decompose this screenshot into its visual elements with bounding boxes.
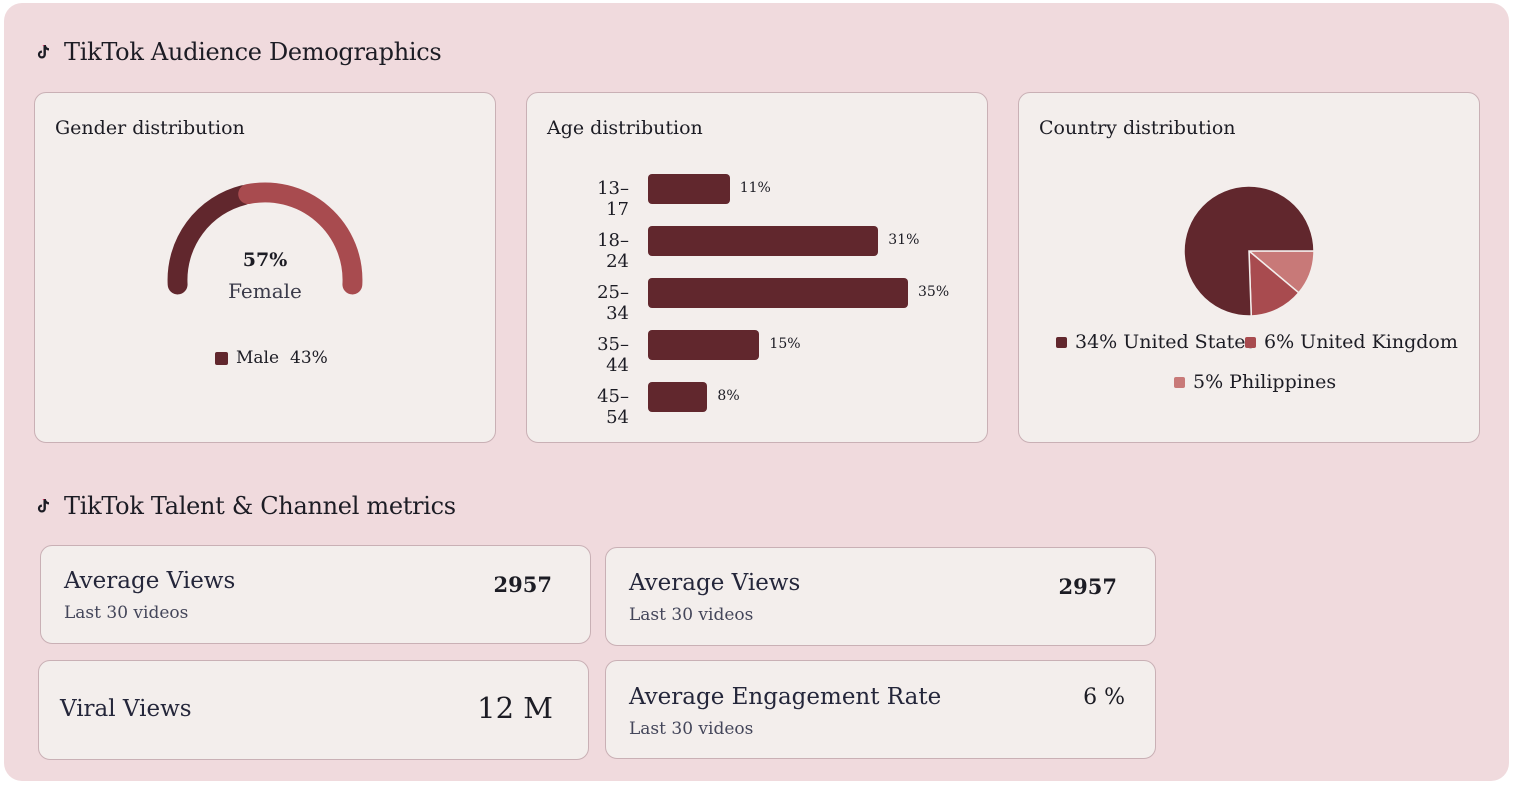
age-card: Age distribution 13–17 11% 18–24 31% 25–34 35… xyxy=(526,92,988,443)
tiktok-icon xyxy=(37,45,49,59)
age-value-label: 11% xyxy=(739,180,771,196)
metric-subtitle: Last 30 videos xyxy=(629,719,754,739)
metric-name: Average Views xyxy=(64,568,236,594)
ph-legend-swatch xyxy=(1174,376,1185,388)
age-tick-label: 25–34 xyxy=(597,282,629,324)
metric-card-engagement-rate: Average Engagement Rate Last 30 videos 6… xyxy=(605,660,1156,759)
age-value-label: 35% xyxy=(918,284,950,300)
metric-subtitle: Last 30 videos xyxy=(64,603,189,623)
us-legend-label: 34% United States xyxy=(1075,331,1256,353)
us-legend-swatch xyxy=(1056,336,1067,348)
demographics-title: TikTok Audience Demographics xyxy=(64,38,442,66)
gender-card: Gender distribution 57% Female Male 43% xyxy=(34,92,496,443)
male-legend-value: 43% xyxy=(290,348,328,368)
metrics-title: TikTok Talent & Channel metrics xyxy=(64,492,456,520)
age-tick-label: 13–17 xyxy=(597,178,629,220)
tiktok-icon xyxy=(37,499,49,513)
age-value-label: 31% xyxy=(888,232,920,248)
country-legend-uk: 6% United Kingdom xyxy=(1245,331,1458,353)
age-card-title: Age distribution xyxy=(547,117,703,139)
metric-card-average-views-2: Average Views Last 30 videos 2957 xyxy=(605,547,1156,646)
pie-slice-united-states xyxy=(1183,185,1315,317)
country-card-title: Country distribution xyxy=(1039,117,1236,139)
female-label: Female xyxy=(228,279,302,303)
age-value-label: 15% xyxy=(769,336,801,352)
metric-name: Average Views xyxy=(629,570,801,596)
metric-value: 12 M xyxy=(477,691,553,725)
country-pie-chart xyxy=(1183,185,1315,317)
demographics-header: TikTok Audience Demographics xyxy=(34,38,442,66)
ph-legend-label: 5% Philippines xyxy=(1193,371,1337,393)
gender-gauge-chart xyxy=(167,182,363,295)
metrics-header: TikTok Talent & Channel metrics xyxy=(34,492,456,520)
age-bar xyxy=(648,382,708,412)
metric-name: Average Engagement Rate xyxy=(629,684,942,710)
age-bar xyxy=(648,330,760,360)
metric-card-viral-views: Viral Views 12 M xyxy=(38,660,589,760)
age-value-label: 8% xyxy=(717,388,740,404)
metric-card-average-views-1: Average Views Last 30 videos 2957 xyxy=(40,545,591,644)
country-card: Country distribution 34% United States 6… xyxy=(1018,92,1480,443)
gauge-female-arc xyxy=(238,182,363,295)
female-percentage: 57% xyxy=(242,249,288,271)
country-legend-us: 34% United States xyxy=(1056,331,1255,353)
metric-value: 2957 xyxy=(493,572,552,597)
uk-legend-label: 6% United Kingdom xyxy=(1264,331,1458,353)
pie-slice-united-kingdom xyxy=(1248,249,1300,317)
gauge-male-arc xyxy=(167,185,254,295)
male-legend-label: Male xyxy=(236,348,280,368)
age-tick-label: 35–44 xyxy=(597,334,629,376)
metric-value: 6 % xyxy=(1083,685,1125,710)
country-legend-ph: 5% Philippines xyxy=(1174,371,1336,393)
metric-value: 2957 xyxy=(1058,574,1117,599)
age-bar xyxy=(648,174,730,204)
metric-subtitle: Last 30 videos xyxy=(629,605,754,625)
male-legend-swatch xyxy=(215,351,228,365)
gender-card-title: Gender distribution xyxy=(55,117,245,139)
age-tick-label: 18–24 xyxy=(597,230,629,272)
gender-legend: Male 43% xyxy=(215,348,328,368)
age-tick-label: 45–54 xyxy=(597,386,629,428)
uk-legend-swatch xyxy=(1245,336,1256,348)
metric-name: Viral Views xyxy=(60,696,192,722)
age-bar xyxy=(648,226,879,256)
age-bar xyxy=(648,278,908,308)
